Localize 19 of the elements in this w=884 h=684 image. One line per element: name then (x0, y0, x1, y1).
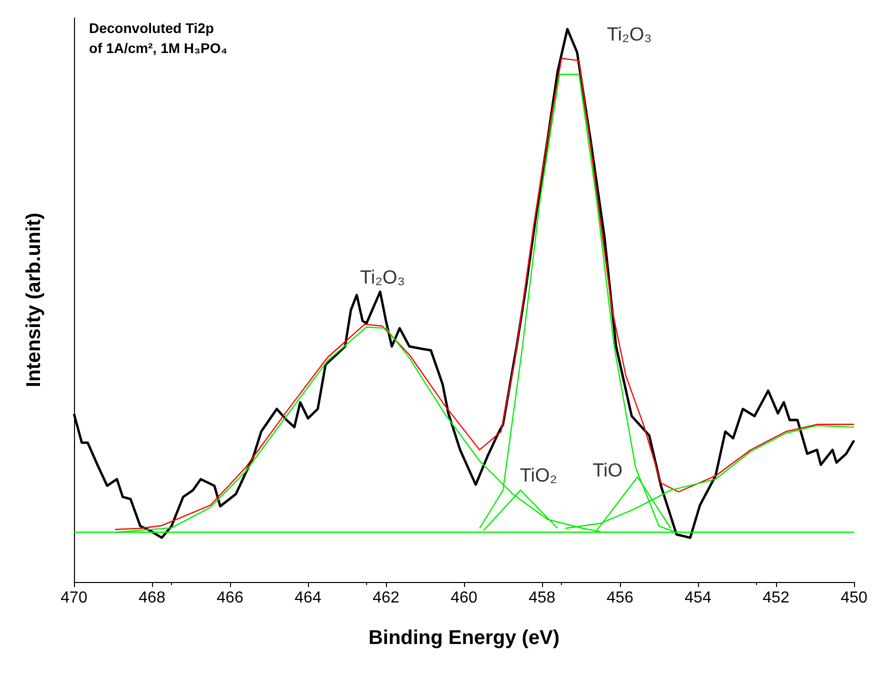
x-axis-title: Binding Energy (eV) (368, 627, 560, 649)
y-axis-title: Intensity (arb.unit) (23, 212, 45, 388)
annotation: TiO₂ (520, 466, 558, 487)
annotation: Ti₂O₃ (606, 24, 652, 46)
x-tick-label: 460 (450, 590, 478, 606)
chart-title: Deconvoluted Ti2p (89, 20, 214, 36)
x-tick-label: 458 (528, 590, 556, 606)
x-tick-label: 466 (216, 590, 244, 606)
x-tick-label: 450 (840, 590, 868, 606)
x-tick-label: 470 (60, 590, 88, 606)
x-tick-label: 468 (138, 590, 166, 606)
x-tick-label: 456 (606, 590, 634, 606)
x-tick-label: 464 (294, 590, 322, 606)
annotation: TiO (592, 460, 623, 482)
annotation: Ti₂O₃ (360, 268, 406, 289)
x-tick-label: 454 (684, 590, 712, 606)
text: of 1A/cm², 1M H₃PO₄ (89, 40, 228, 56)
x-tick-label: 452 (762, 590, 790, 606)
x-tick-label: 462 (372, 590, 400, 606)
